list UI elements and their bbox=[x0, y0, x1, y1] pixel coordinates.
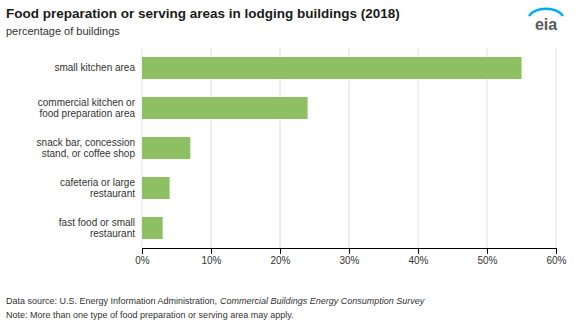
tick-mark bbox=[487, 248, 488, 254]
bar bbox=[142, 137, 190, 159]
tick: 40% bbox=[408, 248, 428, 266]
tick-label: 0% bbox=[135, 255, 150, 266]
bar bbox=[142, 97, 308, 119]
tick-label: fast food or smallrestaurant bbox=[59, 217, 135, 239]
tick-label: small kitchen area bbox=[54, 62, 135, 73]
tick-label: cafeteria or largerestaurant bbox=[60, 177, 135, 199]
tick-label: 30% bbox=[339, 255, 359, 266]
tick-mark bbox=[556, 248, 557, 254]
tick-mark bbox=[280, 248, 281, 254]
grid-line bbox=[556, 48, 557, 248]
tick: 10% bbox=[201, 248, 221, 266]
tick: snack bar, concessionstand, or coffee sh… bbox=[37, 137, 142, 159]
footer-note: Note: More than one type of food prepara… bbox=[6, 310, 294, 320]
tick-mark bbox=[418, 248, 419, 254]
category-axis: fast food or smallrestaurantcafeteria or… bbox=[37, 62, 142, 239]
tick-label-line: food preparation area bbox=[39, 108, 135, 119]
tick: 60% bbox=[546, 248, 566, 266]
tick-label: snack bar, concessionstand, or coffee sh… bbox=[37, 137, 136, 159]
tick-mark bbox=[349, 248, 350, 254]
subtitle: percentage of buildings bbox=[6, 25, 120, 37]
logo-arc bbox=[529, 9, 563, 16]
title: Food preparation or serving areas in lod… bbox=[6, 6, 400, 21]
footer: Data source: U.S. Energy Information Adm… bbox=[6, 296, 425, 306]
tick-label: 10% bbox=[201, 255, 221, 266]
plot: 0%10%20%30%40%50%60%fast food or smallre… bbox=[37, 48, 567, 266]
tick-mark bbox=[211, 248, 212, 254]
footer-source: Data source: U.S. Energy Information Adm… bbox=[6, 296, 217, 306]
bar bbox=[142, 177, 170, 199]
bar bbox=[142, 217, 163, 239]
tick-mark bbox=[142, 248, 143, 254]
tick-label-line: restaurant bbox=[90, 188, 135, 199]
tick-label-line: small kitchen area bbox=[54, 62, 135, 73]
axis-line bbox=[143, 249, 557, 255]
value-axis: 0% 10% 20% 30% 40% 50% 60% bbox=[135, 248, 566, 266]
tick-label-line: snack bar, concession bbox=[37, 137, 135, 148]
bar bbox=[142, 57, 522, 79]
tick-label-line: cafeteria or large bbox=[60, 177, 135, 188]
tick: cafeteria or largerestaurant bbox=[60, 177, 142, 199]
grid bbox=[142, 48, 556, 248]
tick: fast food or smallrestaurant bbox=[59, 217, 142, 239]
chart: Food preparation or serving areas in lod… bbox=[0, 0, 582, 326]
logo-text: eia bbox=[535, 16, 557, 33]
footer-source-title: Commercial Buildings Energy Consumption … bbox=[220, 296, 425, 306]
tick: commercial kitchen orfood preparation ar… bbox=[38, 97, 142, 119]
tick-label-line: stand, or coffee shop bbox=[42, 148, 136, 159]
tick: 50% bbox=[477, 248, 497, 266]
bars bbox=[142, 57, 522, 239]
tick: small kitchen area bbox=[54, 62, 142, 73]
tick: 30% bbox=[339, 248, 359, 266]
tick-label-line: fast food or small bbox=[59, 217, 135, 228]
tick-label: 40% bbox=[408, 255, 428, 266]
tick: 0% bbox=[135, 248, 150, 266]
tick-label: 60% bbox=[546, 255, 566, 266]
tick-label-line: commercial kitchen or bbox=[38, 97, 136, 108]
tick-label-line: restaurant bbox=[90, 228, 135, 239]
tick: 20% bbox=[270, 248, 290, 266]
tick-label: 50% bbox=[477, 255, 497, 266]
tick-label: 20% bbox=[270, 255, 290, 266]
tick-label: commercial kitchen orfood preparation ar… bbox=[38, 97, 136, 119]
